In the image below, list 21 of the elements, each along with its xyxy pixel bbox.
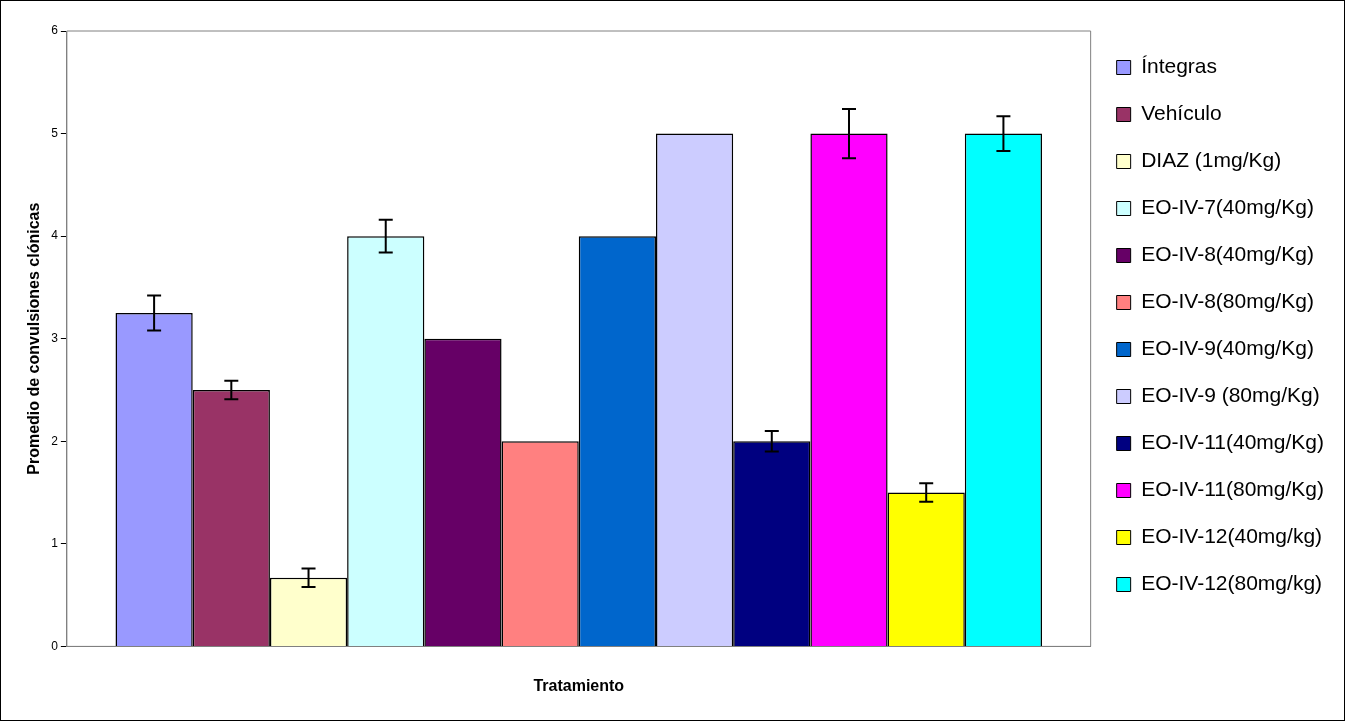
legend-label: EO-IV-12(80mg/kg)	[1141, 571, 1323, 595]
legend-label: EO-IV-8(40mg/Kg)	[1141, 242, 1314, 266]
y-tick-label: 1	[51, 536, 59, 551]
y-tick-label: 2	[51, 433, 59, 448]
y-tick-label: 6	[51, 23, 59, 38]
legend-label: EO-IV-8(80mg/Kg)	[1141, 289, 1314, 313]
legend-label: EO-IV-9(40mg/Kg)	[1141, 336, 1314, 360]
legend-label: EO-IV-11(80mg/Kg)	[1141, 477, 1325, 501]
y-tick-label: 5	[51, 125, 59, 140]
legend-label: Vehículo	[1141, 101, 1222, 125]
y-tick-label: 3	[51, 331, 59, 346]
legend-label: EO-IV-9 (80mg/Kg)	[1141, 383, 1320, 407]
legend-label: EO-IV-7(40mg/Kg)	[1141, 195, 1314, 219]
y-axis-title: Promedio de convulsiones clónicas	[25, 202, 43, 475]
y-tick-label: 4	[51, 228, 59, 243]
legend-label: EO-IV-12(40mg/kg)	[1141, 524, 1323, 548]
legend-label: EO-IV-11(40mg/Kg)	[1141, 430, 1325, 454]
legend-label: DIAZ (1mg/Kg)	[1141, 148, 1282, 172]
x-axis-title: Tratamiento	[533, 676, 625, 694]
legend-label: Íntegras	[1141, 54, 1218, 78]
y-tick-label: 0	[51, 638, 59, 653]
